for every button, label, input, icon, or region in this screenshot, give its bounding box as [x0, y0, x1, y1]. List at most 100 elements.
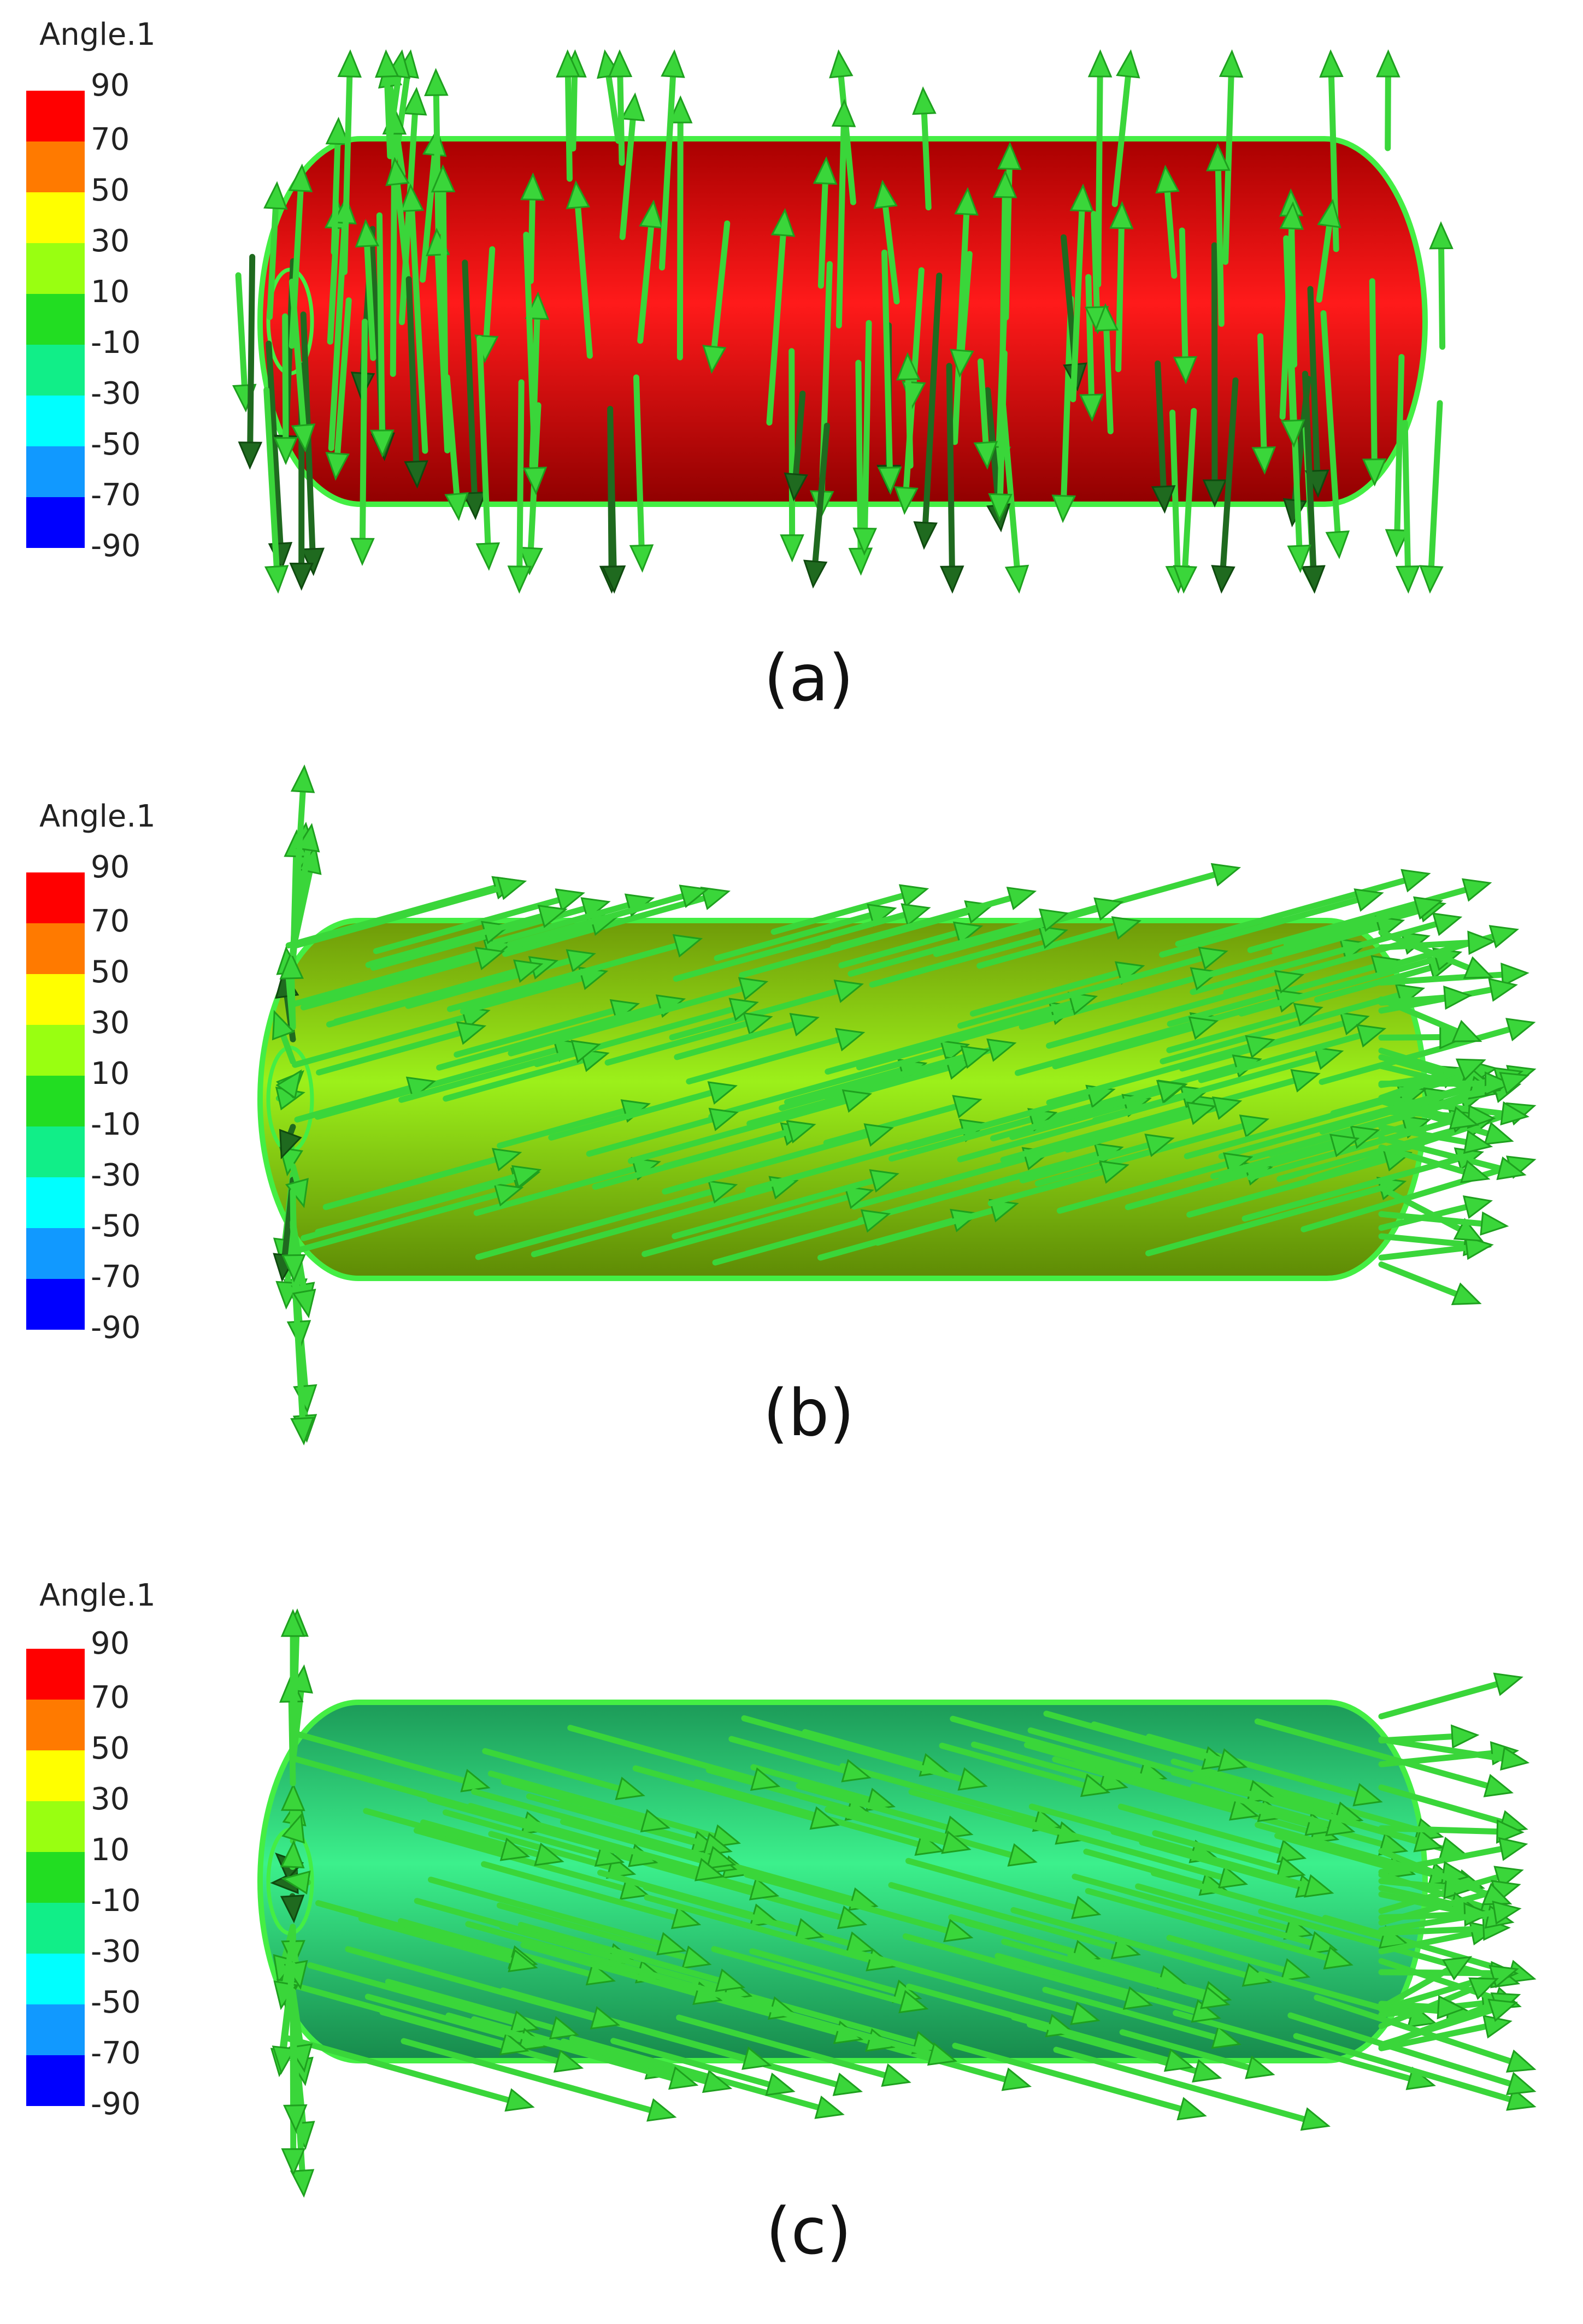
arrow-head	[519, 546, 543, 576]
arrow-head	[1004, 564, 1029, 594]
arrow-head	[275, 1069, 302, 1100]
arrow-shaft	[852, 1949, 1078, 2017]
arrow-shaft	[359, 318, 368, 542]
arrow-shaft	[643, 1884, 801, 1933]
arrow-head	[300, 547, 325, 576]
arrow-shaft	[1155, 360, 1167, 490]
arrow-shaft	[315, 1173, 519, 1235]
arrow-shaft	[1283, 235, 1296, 424]
arrow-shaft	[1238, 955, 1439, 1017]
arrow-shaft	[345, 1946, 597, 2021]
arrow-shaft	[1053, 2046, 1308, 2122]
legend-label: -50	[91, 427, 140, 462]
arrow-shaft	[1009, 1102, 1129, 1140]
arrow-shaft	[1378, 2007, 1496, 2048]
arrow-shaft	[1378, 1233, 1468, 1248]
arrow-head	[325, 116, 350, 145]
arrow-shaft	[520, 1942, 700, 1997]
arrow-shaft	[1378, 1124, 1469, 1146]
arrow-shaft	[766, 232, 786, 426]
arrow-head	[881, 2063, 911, 2087]
legend-label: 50	[91, 954, 130, 990]
arrow-shaft	[674, 1021, 797, 1060]
arrow-shaft	[398, 1048, 578, 1103]
arrow-head	[337, 49, 362, 78]
panel-caption: (c)	[766, 2193, 852, 2269]
arrow-head	[1191, 1999, 1221, 2023]
arrow-shaft	[642, 1194, 851, 1257]
arrow-head	[462, 491, 487, 521]
arrow-head	[952, 921, 984, 945]
arrow-shaft	[1160, 992, 1402, 1065]
arrow-shaft	[1287, 2012, 1514, 2087]
arrow-shaft	[905, 1857, 1079, 1911]
arrow-head	[1245, 1035, 1275, 1059]
arrow-shaft	[1307, 286, 1320, 474]
arrow-shaft	[1103, 327, 1114, 434]
arrow-shaft	[977, 358, 989, 446]
legend-label: -70	[91, 2036, 140, 2071]
legend-label: -50	[91, 1208, 140, 1244]
arrow-shaft	[802, 1729, 926, 1768]
panel: Angle.1 90 70 50 30 10 -10 -30 -50 -70 -90 (c)	[26, 1578, 1537, 2269]
arrow-head	[1163, 2048, 1194, 2072]
arrow-head	[496, 876, 527, 900]
arrow-head	[957, 1767, 988, 1791]
arrow-head	[508, 1949, 538, 1973]
arrow-head	[646, 2098, 677, 2122]
arrow-shaft	[564, 73, 573, 182]
arrow-head	[837, 1906, 868, 1930]
arrow-shaft	[1283, 905, 1420, 948]
arrow-head	[291, 423, 316, 453]
arrow-shaft	[1091, 211, 1100, 310]
arrow-shaft	[1010, 2014, 1171, 2063]
arrow-head	[1323, 1946, 1354, 1970]
arrow-shaft	[1000, 1103, 1198, 1163]
legend-title: Angle.1	[39, 1578, 156, 1613]
arrow-shaft	[440, 188, 449, 381]
color-band	[26, 1649, 85, 1700]
arrow-head	[444, 492, 469, 521]
arrow-shaft	[632, 1765, 817, 1821]
arrow-shaft	[282, 1936, 296, 1986]
arrow-shaft	[662, 1131, 871, 1195]
arrow-head	[707, 1180, 738, 1204]
arrow-head	[272, 2045, 297, 2075]
legend-label: 30	[91, 1005, 130, 1041]
arrow-head	[941, 1830, 972, 1854]
arrow-head	[585, 1962, 616, 1986]
arrow-shaft	[300, 955, 482, 1011]
arrow-shaft	[848, 917, 1046, 977]
arrow-head	[601, 565, 626, 594]
arrow-head	[404, 460, 428, 489]
arrow-shaft	[1320, 310, 1341, 535]
color-band	[26, 141, 85, 192]
arrow-head	[1109, 200, 1134, 229]
arrow-head	[292, 1288, 316, 1319]
arrow-head	[1229, 1797, 1260, 1821]
arrow-shaft	[750, 1764, 873, 1803]
arrow-head	[1488, 1965, 1520, 1989]
arrow-shaft	[950, 1715, 1145, 1775]
arrow-shaft	[617, 73, 625, 166]
arrow-shaft	[1378, 1144, 1468, 1175]
color-band	[26, 1700, 85, 1750]
arrow-shaft	[970, 1741, 1105, 1784]
arrow-head	[898, 884, 929, 908]
arrow-shaft	[823, 1103, 960, 1146]
arrow-shaft	[1254, 1718, 1491, 1789]
arrow-shaft	[473, 1165, 638, 1216]
arrow-head	[272, 1010, 295, 1041]
arrow-shaft	[413, 1827, 627, 1892]
arrow-shaft	[471, 1789, 713, 1861]
arrow-head	[1350, 1125, 1380, 1149]
arrow-head	[1453, 1218, 1484, 1242]
arrow-shaft	[1378, 1211, 1485, 1227]
arrow-head	[1329, 1134, 1360, 1158]
arrow-head	[1094, 303, 1119, 332]
arrow-head	[814, 2095, 845, 2119]
arrow-head	[1354, 888, 1384, 912]
arrow-head	[520, 172, 545, 201]
arrow-shaft	[266, 340, 284, 547]
